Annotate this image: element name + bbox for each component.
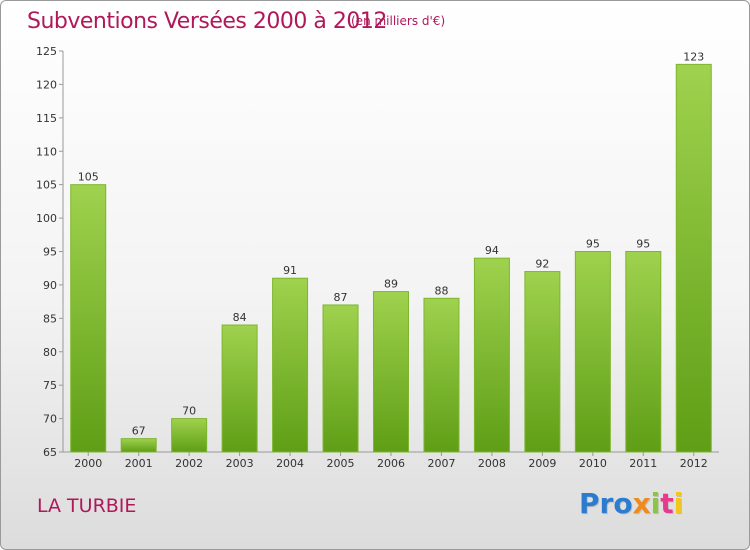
bar (272, 277, 309, 453)
x-tick-label: 2004 (276, 457, 304, 470)
y-tick-label: 70 (43, 413, 57, 426)
value-labels: 105 67 70 84 91 87 89 88 94 92 95 95 123 (78, 50, 705, 437)
axes: 65 70 75 80 85 90 95 100 105 110 115 120 125 2000 2001… (36, 45, 719, 470)
data-label: 84 (233, 311, 247, 324)
x-tick-label: 2010 (579, 457, 607, 470)
bar (70, 184, 107, 453)
bar (120, 438, 157, 453)
x-tick-label: 2000 (74, 457, 102, 470)
x-tick-label: 2001 (125, 457, 153, 470)
x-tick-label: 2003 (226, 457, 254, 470)
y-tick-label: 105 (36, 179, 57, 192)
data-label: 89 (384, 278, 398, 291)
logo-part-2: x (632, 487, 651, 520)
y-tick-label: 65 (43, 446, 57, 459)
x-tick-label: 2008 (478, 457, 506, 470)
data-label: 123 (683, 50, 704, 63)
bar (675, 63, 712, 453)
logo-part-4: t (660, 487, 674, 520)
y-tick-label: 120 (36, 78, 57, 91)
data-label: 70 (182, 405, 196, 418)
y-tick-label: 80 (43, 346, 57, 359)
y-tick-label: 95 (43, 246, 57, 259)
data-label: 92 (535, 258, 549, 271)
x-tick-label: 2007 (427, 457, 455, 470)
y-tick-label: 85 (43, 312, 57, 325)
data-label: 88 (434, 284, 448, 297)
logo-part-3: i (650, 487, 661, 520)
y-tick-label: 90 (43, 279, 57, 292)
data-label: 87 (334, 291, 348, 304)
y-tick-label: 125 (36, 45, 57, 58)
bar (171, 418, 208, 453)
logo-part-5: i (673, 487, 684, 520)
data-label: 94 (485, 244, 499, 257)
x-tick-label: 2002 (175, 457, 203, 470)
bar (221, 324, 258, 453)
data-label: 95 (636, 238, 650, 251)
data-label: 95 (586, 238, 600, 251)
data-label: 91 (283, 264, 297, 277)
x-tick-label: 2006 (377, 457, 405, 470)
place-name: LA TURBIE (37, 495, 137, 517)
y-tick-label: 75 (43, 379, 57, 392)
x-tick-label: 2012 (680, 457, 708, 470)
x-tick-label: 2005 (327, 457, 355, 470)
bar (574, 251, 611, 453)
bars (70, 63, 712, 453)
chart-title: Subventions Versées 2000 à 2012 (27, 9, 387, 34)
proxiti-logo: Proxiti (579, 487, 683, 520)
bar (625, 251, 662, 453)
bar (423, 297, 460, 453)
logo-part-1: Pro (579, 487, 633, 520)
bar (524, 271, 561, 453)
data-label: 105 (78, 171, 99, 184)
x-tick-label: 2009 (528, 457, 556, 470)
x-tick-label: 2011 (629, 457, 657, 470)
y-tick-label: 110 (36, 145, 57, 158)
y-tick-label: 100 (36, 212, 57, 225)
y-tick-label: 115 (36, 112, 57, 125)
data-label: 67 (132, 425, 146, 438)
bar (373, 291, 409, 453)
bar (473, 257, 510, 453)
chart-subtitle: (en milliers d'€) (351, 14, 446, 28)
bar (322, 304, 359, 453)
